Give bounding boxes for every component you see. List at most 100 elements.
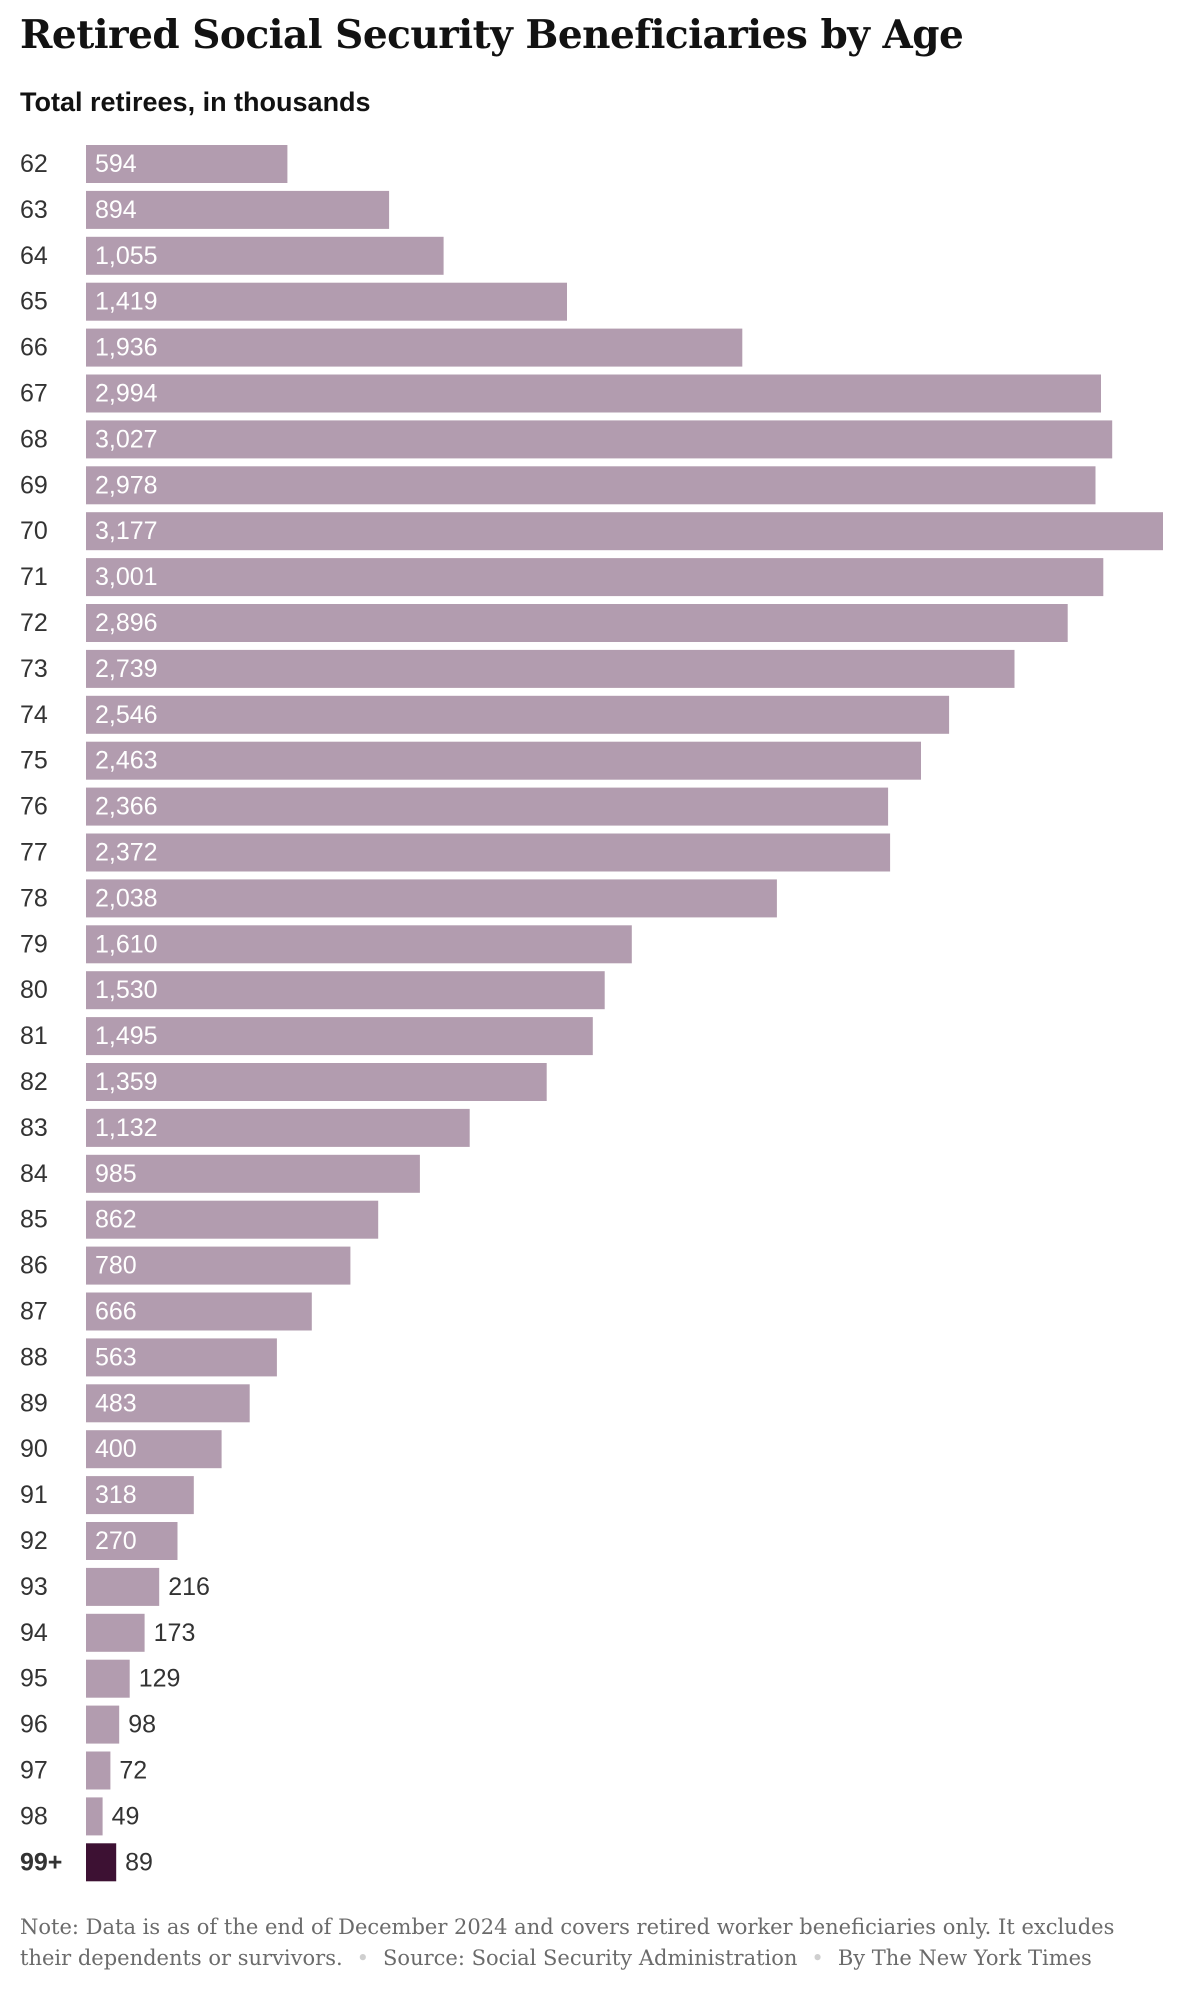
age-label: 82 [20,1068,48,1096]
age-label: 76 [20,793,48,821]
footer-separator: • [356,1946,370,1970]
age-label: 79 [20,930,48,958]
age-label: 95 [20,1665,48,1693]
bar [86,971,605,1010]
age-label: 68 [20,425,48,453]
bar-chart: 62 594 63 894 64 1,055 65 1,419 66 1,936 67 2,994 68… [20,145,1163,1882]
age-label: 75 [20,747,48,775]
value-label: 2,463 [95,747,158,775]
age-label: 91 [20,1481,48,1509]
value-label: 2,994 [95,380,158,408]
byline: By The New York Times [837,1946,1092,1970]
age-label: 89 [20,1389,48,1417]
age-label: 90 [20,1435,48,1463]
source-label: Source: [383,1946,465,1970]
value-label: 2,038 [95,884,158,912]
bar [86,1154,420,1193]
footer-separator: • [811,1946,824,1970]
bar [86,374,1101,413]
age-label: 81 [20,1022,48,1050]
bar [86,145,288,183]
value-label: 173 [154,1619,196,1647]
value-label: 49 [112,1802,140,1830]
value-label: 89 [125,1848,153,1876]
bar [86,282,567,321]
value-label: 2,366 [95,793,158,821]
bar [86,1567,160,1606]
age-label: 85 [20,1206,48,1234]
value-label: 594 [95,150,137,178]
bar [86,1705,120,1744]
bar [86,1200,379,1239]
age-label: 97 [20,1757,48,1785]
age-label: 78 [20,884,48,912]
age-label: 65 [20,288,48,316]
age-label: 73 [20,655,48,683]
age-label: 70 [20,517,48,545]
bar [86,236,444,275]
bar [86,1476,194,1515]
value-label: 129 [139,1665,181,1693]
bar [86,1108,470,1147]
value-label: 862 [95,1206,137,1234]
chart-title: Retired Social Security Beneficiaries by… [20,12,964,58]
bar [86,558,1104,597]
bar [86,879,777,918]
bar [86,1017,593,1056]
bar [86,741,921,780]
age-label: 88 [20,1343,48,1371]
bar [86,328,743,367]
age-label: 69 [20,471,48,499]
value-label: 318 [95,1481,137,1509]
age-label: 72 [20,609,48,637]
age-label: 99+ [20,1848,62,1876]
bar [86,512,1163,551]
bar [86,1384,250,1423]
age-label: 93 [20,1573,48,1601]
footer-note: Note: Data is as of the end of December … [20,1912,1170,1974]
age-label: 66 [20,334,48,362]
value-label: 72 [119,1757,147,1785]
age-label: 87 [20,1298,48,1326]
bar [86,1338,277,1377]
value-label: 2,739 [95,655,158,683]
value-label: 1,936 [95,334,158,362]
value-label: 1,359 [95,1068,158,1096]
value-label: 2,372 [95,839,158,867]
value-label: 483 [95,1389,137,1417]
value-label: 3,027 [95,425,158,453]
bar [86,420,1113,459]
value-label: 1,419 [95,288,158,316]
age-label: 84 [20,1160,48,1188]
bar [86,604,1068,642]
bar [86,787,889,826]
value-label: 2,978 [95,471,158,499]
age-label: 64 [20,242,48,270]
age-label: 74 [20,701,48,729]
bar [86,833,891,872]
value-label: 1,132 [95,1114,158,1142]
age-label: 80 [20,976,48,1004]
bar [86,1246,351,1285]
age-label: 98 [20,1802,48,1830]
value-label: 1,530 [95,976,158,1004]
chart-subtitle: Total retirees, in thousands [20,87,371,117]
age-label: 92 [20,1527,48,1555]
bar [86,190,390,229]
bar [86,1659,130,1698]
bar [86,1522,178,1560]
value-label: 666 [95,1298,137,1326]
bar [86,466,1096,505]
value-label: 3,177 [95,517,158,545]
bar [86,925,632,964]
value-label: 563 [95,1343,137,1371]
bar [86,695,950,734]
bar [86,1843,117,1882]
bar [86,649,1015,688]
value-label: 216 [168,1573,210,1601]
value-label: 270 [95,1527,137,1555]
value-label: 1,495 [95,1022,158,1050]
age-label: 77 [20,839,48,867]
value-label: 2,546 [95,701,158,729]
bar [86,1751,111,1790]
